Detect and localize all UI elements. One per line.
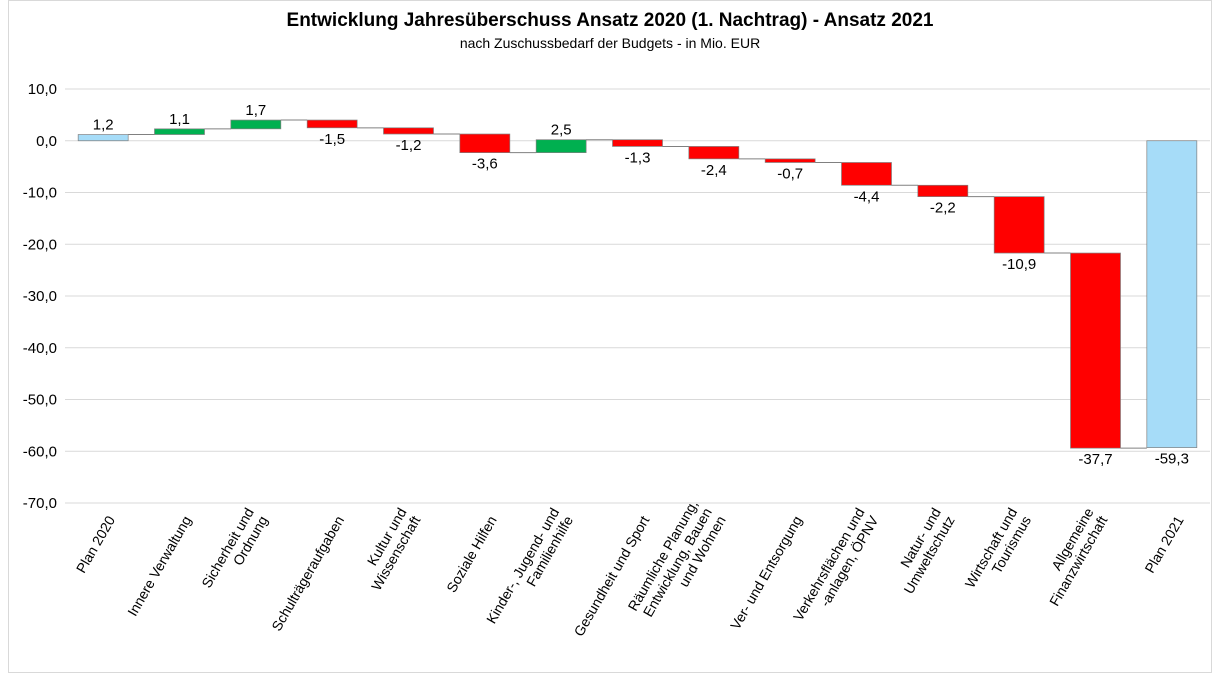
bar (535, 139, 587, 154)
y-tick-label: -30,0 (23, 288, 57, 305)
bar (612, 139, 663, 147)
bar (993, 196, 1045, 254)
y-tick-label: -70,0 (23, 495, 57, 512)
bar (154, 128, 205, 135)
bar (230, 119, 282, 130)
value-label: -4,4 (854, 188, 880, 205)
chart-title: Entwicklung Jahresüberschuss Ansatz 2020… (287, 10, 934, 31)
bar (383, 127, 434, 135)
bar (77, 134, 129, 142)
bar (688, 146, 740, 160)
bar (459, 133, 511, 154)
value-label: -3,6 (472, 156, 498, 173)
bar (1070, 252, 1121, 449)
value-label: -10,9 (1002, 256, 1036, 273)
value-label: -59,3 (1155, 451, 1189, 468)
bar (764, 158, 816, 163)
y-tick-label: -40,0 (23, 340, 57, 357)
chart-subtitle: nach Zuschussbedarf der Budgets - in Mio… (460, 35, 760, 51)
value-label: 1,2 (93, 117, 114, 134)
y-tick-label: 0,0 (36, 133, 57, 150)
bar (841, 162, 892, 186)
y-tick-label: -50,0 (23, 392, 57, 409)
bar (917, 184, 969, 197)
y-tick-label: -60,0 (23, 443, 57, 460)
value-label: -2,4 (701, 162, 727, 179)
value-label: 1,1 (169, 111, 190, 128)
y-tick-label: 10,0 (28, 81, 57, 98)
value-label: -1,3 (625, 149, 651, 166)
value-label: -0,7 (777, 165, 803, 182)
y-tick-label: -20,0 (23, 236, 57, 253)
value-label: 1,7 (245, 102, 266, 119)
value-label: -37,7 (1078, 451, 1112, 468)
y-tick-label: -10,0 (23, 185, 57, 202)
value-label: -1,5 (319, 131, 345, 148)
chart-frame (8, 0, 1212, 673)
value-label: -2,2 (930, 200, 956, 217)
bar (1146, 140, 1198, 448)
value-label: -1,2 (396, 137, 422, 154)
bar (306, 119, 358, 129)
value-label: 2,5 (551, 122, 572, 139)
